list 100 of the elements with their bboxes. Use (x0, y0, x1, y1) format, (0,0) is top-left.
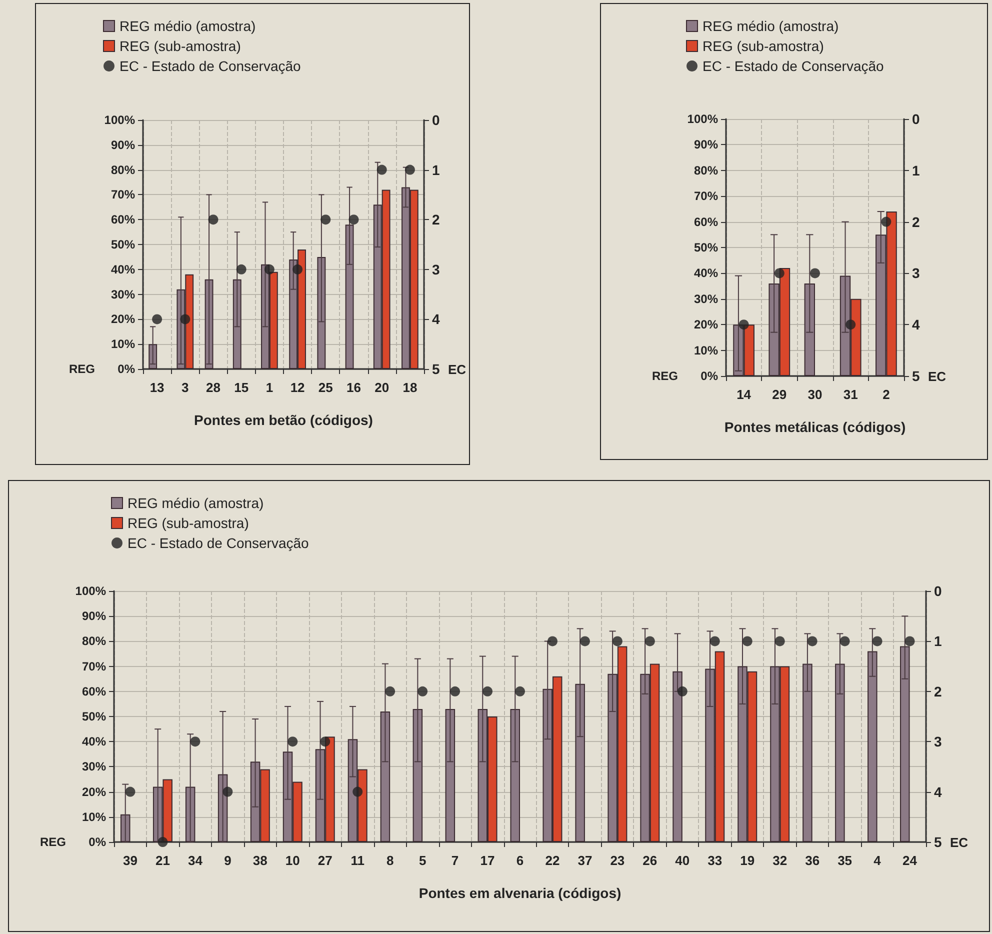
x-tick-label: 19 (740, 853, 755, 868)
x-tick-label: 40 (675, 853, 690, 868)
x-tick-label: 25 (318, 380, 333, 395)
x-tick-label: 5 (418, 853, 426, 868)
y-tick-label: 70% (82, 659, 106, 674)
x-tick-label: 10 (285, 853, 300, 868)
legend-label: REG (sub-amostra) (702, 38, 824, 54)
y2-axis-title: EC (928, 369, 947, 384)
point (320, 214, 331, 225)
point (710, 636, 720, 646)
y-tick-label: 60% (110, 212, 136, 227)
y-tick-label: 100% (75, 584, 106, 598)
point (190, 736, 200, 747)
point (385, 686, 396, 696)
y2-tick-label: 3 (912, 265, 920, 282)
point (738, 320, 749, 330)
point (450, 686, 460, 696)
x-axis-title: Pontes em alvenaria (códigos) (418, 885, 622, 901)
y-tick-label: 30% (694, 292, 718, 306)
y-tick-label: 100% (104, 113, 136, 127)
y2-tick-label: 3 (432, 261, 440, 278)
y-tick-label: 10% (110, 337, 136, 352)
y2-tick-label: 0 (912, 111, 920, 127)
legend-label: REG médio (amostra) (128, 495, 264, 511)
x-tick-label: 16 (346, 380, 361, 395)
x-tick-label: 37 (578, 853, 592, 868)
x-tick-label: 20 (374, 380, 390, 395)
point (404, 164, 415, 175)
y-tick-label: 60% (694, 214, 718, 229)
y-tick-label: 30% (82, 760, 106, 774)
y2-tick-label: 4 (912, 316, 920, 333)
y-tick-label: 20% (110, 312, 136, 326)
x-tick-label: 34 (188, 853, 204, 868)
point (846, 320, 856, 330)
y-tick-label: 90% (82, 609, 106, 624)
x-tick-label: 14 (736, 387, 752, 402)
point (264, 264, 274, 274)
x-axis-title: Pontes em betão (códigos) (194, 412, 373, 428)
point (352, 786, 363, 797)
y-tick-label: 10% (694, 343, 718, 358)
y2-tick-label: 2 (432, 212, 440, 228)
x-tick-label: 33 (708, 853, 722, 868)
x-tick-label: 28 (206, 380, 220, 395)
point (807, 636, 818, 646)
x-tick-label: 36 (805, 853, 820, 868)
y2-tick-label: 5 (934, 834, 942, 850)
y2-tick-label: 1 (934, 633, 942, 650)
y2-tick-label: 5 (432, 361, 440, 377)
point (881, 216, 892, 227)
y2-tick-label: 4 (432, 311, 440, 328)
y2-tick-label: 1 (432, 162, 440, 178)
y-tick-label: 80% (694, 163, 718, 178)
x-tick-label: 38 (252, 853, 268, 868)
point (547, 636, 558, 646)
y-tick-label: 70% (694, 189, 718, 204)
x-tick-label: 27 (318, 853, 332, 868)
point (515, 686, 525, 696)
y-tick-label: 0% (88, 835, 106, 849)
x-tick-label: 32 (772, 853, 788, 868)
x-tick-label: 30 (808, 387, 822, 402)
y-tick-label: 60% (82, 684, 106, 698)
point (482, 686, 493, 696)
x-tick-label: 15 (234, 380, 249, 395)
point (904, 636, 915, 646)
point (320, 736, 330, 747)
x-tick-label: 22 (545, 853, 560, 868)
x-tick-label: 31 (843, 387, 858, 402)
y2-tick-label: 0 (432, 112, 440, 128)
y-axis-title: REG (40, 835, 66, 849)
legend-label: REG médio (amostra) (120, 18, 256, 34)
point (872, 636, 882, 646)
y2-tick-label: 5 (912, 368, 920, 384)
point (125, 786, 136, 797)
point (348, 214, 359, 225)
legend-label: REG médio (amostra) (702, 18, 839, 34)
point (208, 214, 218, 225)
y-axis-title: REG (69, 362, 96, 376)
x-tick-label: 12 (290, 380, 305, 395)
y2-tick-label: 2 (934, 683, 942, 700)
y-tick-label: 0% (118, 362, 136, 376)
y2-tick-label: 3 (934, 734, 942, 750)
point (288, 736, 298, 747)
x-tick-label: 6 (516, 853, 524, 868)
x-tick-label: 39 (123, 853, 138, 868)
x-tick-label: 13 (150, 380, 164, 395)
y-axis-title: REG (652, 369, 678, 383)
x-tick-label: 3 (182, 380, 189, 395)
point (222, 786, 233, 797)
y2-tick-label: 4 (934, 784, 942, 800)
y2-tick-label: 1 (912, 162, 920, 178)
x-tick-label: 2 (882, 387, 890, 402)
x-tick-label: 11 (350, 853, 364, 868)
x-tick-label: 1 (266, 380, 274, 395)
point (292, 264, 303, 274)
legend-label: EC - Estado de Conservação (702, 58, 884, 74)
x-tick-label: 18 (402, 380, 418, 395)
x-tick-label: 24 (902, 853, 918, 868)
x-tick-label: 23 (610, 853, 625, 868)
point (158, 837, 168, 847)
x-tick-label: 7 (451, 853, 459, 868)
